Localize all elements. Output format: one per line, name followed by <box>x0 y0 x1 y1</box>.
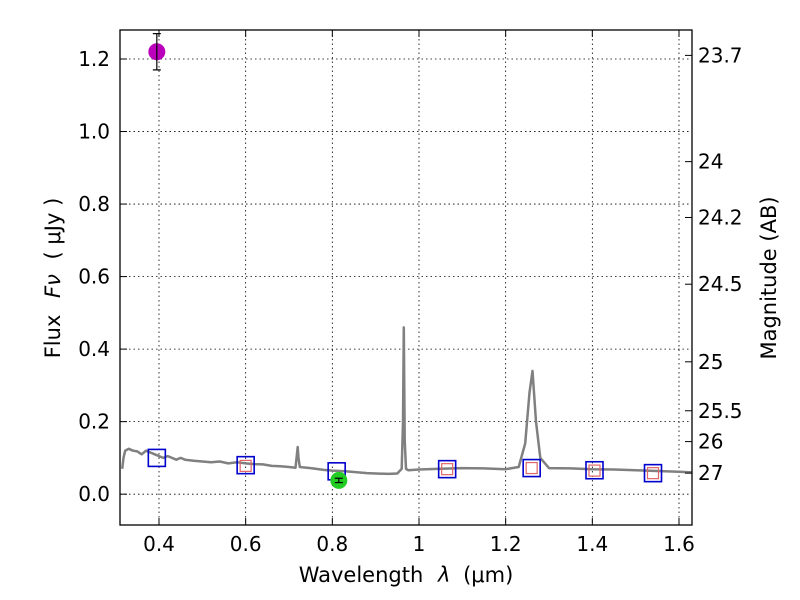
y-tick-label-4: 0.8 <box>78 192 110 216</box>
x-axis-title-symbol: λ <box>437 563 450 587</box>
tick-layer: 0.4 0.6 0.8 1 1.2 1.4 1.6 0.0 0.2 0.4 0.6 0.8 1.0 1.2… <box>78 30 743 556</box>
y-axis-title-text: Flux <box>41 315 65 359</box>
y2-tick-label-1: 24 <box>698 150 723 174</box>
x-tick-label-3: 1 <box>413 532 426 556</box>
x-axis-title-unit: (μm) <box>463 563 513 587</box>
y2-tick-label-5: 25.5 <box>698 399 743 423</box>
x-tick-label-4: 1.2 <box>490 532 522 556</box>
model_band_squares-marker-3 <box>588 464 601 477</box>
marker-layer <box>147 33 663 489</box>
model_band_squares-marker-0 <box>239 459 252 472</box>
plot-frame <box>119 29 693 526</box>
y-tick-label-3: 0.6 <box>78 265 110 289</box>
y2-tick-label-3: 24.5 <box>698 272 743 296</box>
spectrum-line <box>120 326 693 476</box>
y-tick-label-6: 1.2 <box>78 47 110 71</box>
y2-tick-label-6: 26 <box>698 430 723 454</box>
photometry_squares-marker-6 <box>643 463 663 483</box>
x-tick-label-6: 1.6 <box>663 532 695 556</box>
photometry_squares-marker-1 <box>236 455 255 475</box>
spectrum-layer <box>120 326 693 476</box>
y2-tick-label-0: 23.7 <box>698 43 743 67</box>
photometry_squares-marker-4 <box>522 458 541 478</box>
model_band_squares-marker-1 <box>441 463 454 476</box>
x-axis-title-text: Wavelength <box>299 563 424 587</box>
x-tick-label-5: 1.4 <box>576 532 608 556</box>
x-tick-label-2: 0.8 <box>316 532 348 556</box>
y-tick-label-0: 0.0 <box>78 482 110 506</box>
photometry_squares-marker-5 <box>585 460 604 480</box>
y-axis-title-unit: ( μJy ) <box>41 198 65 260</box>
model_band_squares-marker-4 <box>646 467 660 480</box>
x-tick-label-1: 0.6 <box>230 532 262 556</box>
model_band_squares-marker-2 <box>525 461 538 475</box>
y2-axis-title: Magnitude (AB) <box>757 196 781 359</box>
photometry_squares-marker-3 <box>437 459 457 479</box>
y-tick-label-2: 0.4 <box>78 337 110 361</box>
y2-tick-label-7: 27 <box>698 461 723 485</box>
y-axis-title-symbol: Fν <box>41 274 65 298</box>
y-tick-label-5: 1.0 <box>78 120 110 144</box>
x-axis-title: Wavelength λ (μm) <box>299 563 514 587</box>
y2-tick-label-2: 24.2 <box>698 205 743 229</box>
photometry_squares-marker-0 <box>147 448 167 468</box>
grid-lines <box>120 30 692 525</box>
y-axis-title: Flux Fν ( μJy ) <box>41 198 65 359</box>
y2-tick-label-4: 25 <box>698 350 723 374</box>
y-tick-label-1: 0.2 <box>78 410 110 434</box>
x-tick-label-0: 0.4 <box>143 532 175 556</box>
